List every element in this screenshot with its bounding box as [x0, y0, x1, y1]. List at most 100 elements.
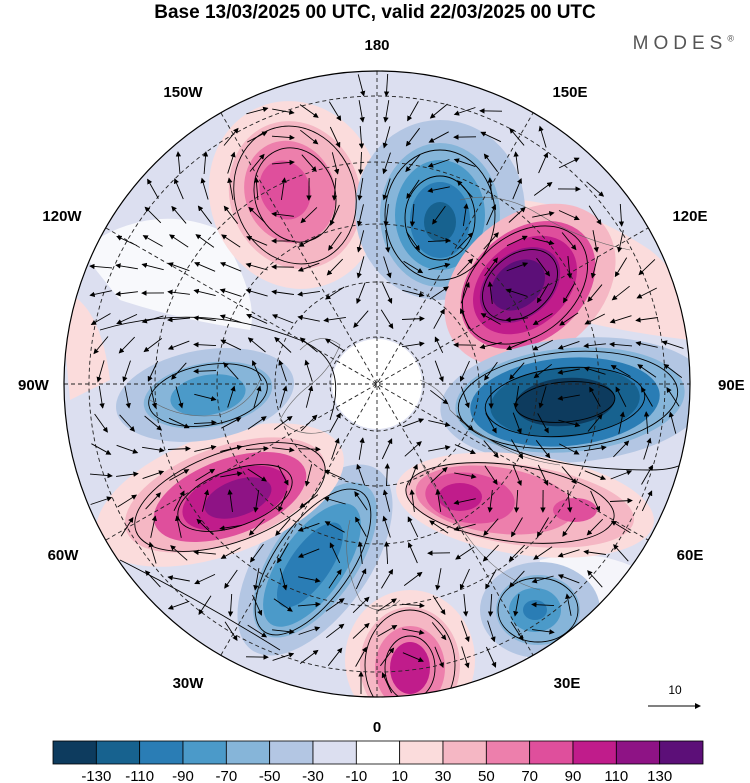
wind-vector	[506, 340, 528, 351]
wind-vector	[558, 443, 580, 455]
wind-vector	[248, 518, 265, 536]
wind-vector	[142, 235, 163, 247]
wind-vector	[453, 158, 476, 168]
wind-vector	[219, 262, 242, 272]
wind-vector	[273, 598, 293, 612]
anomaly-negative-1	[355, 120, 525, 300]
wind-vector	[557, 340, 580, 350]
wind-vector	[557, 394, 580, 401]
colorbar-box	[572, 740, 617, 765]
height-contours	[99, 125, 690, 697]
wind-vector	[462, 203, 469, 226]
wind-vector	[643, 437, 652, 460]
colorbar-tick-label: 90	[565, 768, 582, 783]
polar-cap	[332, 339, 422, 429]
wind-vector	[90, 496, 113, 505]
wind-vector	[167, 262, 190, 272]
colorbar-tick-label: -90	[172, 768, 194, 783]
lon-label-150w: 150W	[163, 84, 203, 101]
wind-vector	[147, 178, 159, 199]
wind-vector	[148, 541, 157, 564]
wind-vector	[219, 314, 242, 323]
wind-vector	[668, 411, 677, 434]
wind-vector	[353, 310, 369, 328]
wind-vector	[300, 207, 318, 224]
anomaly-negative-5	[116, 348, 294, 442]
wind-vector	[508, 544, 526, 562]
wind-vector	[277, 464, 289, 486]
wind-vector	[435, 568, 442, 591]
wind-vector	[380, 309, 394, 330]
wind-vector	[513, 489, 520, 513]
wind-vector	[511, 517, 523, 538]
wind-vector	[245, 445, 269, 452]
wind-vector	[511, 439, 524, 460]
wind-vector	[227, 489, 233, 512]
wind-vector	[224, 569, 238, 589]
wind-vector	[193, 368, 217, 374]
colorbar-box	[182, 740, 227, 765]
wind-vector	[512, 177, 522, 200]
wind-vector	[533, 546, 553, 560]
wind-vector	[480, 313, 501, 325]
wind-vector	[278, 490, 288, 513]
wind-vector	[300, 414, 318, 432]
wind-vector	[538, 152, 549, 174]
colorbar-tick-label: -10	[345, 768, 367, 783]
wind-vector	[116, 444, 139, 454]
wind-vector	[117, 494, 138, 508]
wind-vector	[304, 464, 313, 487]
wind-vector	[610, 520, 631, 534]
wind-vector	[356, 204, 364, 227]
wind-vector	[537, 413, 549, 434]
wind-vector	[122, 360, 131, 383]
wind-vector	[538, 125, 547, 148]
wind-vector	[429, 520, 449, 534]
map-boundary	[63, 70, 691, 698]
wind-vector	[194, 393, 217, 402]
wind-vector	[483, 518, 499, 536]
wind-vector	[402, 289, 425, 298]
wind-vector	[220, 547, 241, 559]
wind-vector	[430, 389, 449, 405]
brand-logo: MODES®	[633, 33, 734, 55]
wind-vector	[253, 568, 260, 591]
wind-vector	[116, 235, 138, 247]
wind-vector	[198, 595, 212, 615]
wind-vector	[298, 626, 321, 635]
wind-vector	[586, 181, 605, 197]
wind-vector	[175, 386, 184, 409]
wind-vector	[253, 177, 260, 201]
wind-vector	[402, 628, 425, 635]
colorbar-box	[355, 740, 401, 765]
wind-vector	[383, 541, 390, 565]
wind-vector	[565, 593, 572, 616]
anomaly-positive-5	[96, 423, 344, 567]
wind-vector	[558, 210, 580, 221]
wind-vector	[171, 205, 187, 224]
wind-vector	[460, 386, 470, 409]
wind-vector	[227, 151, 236, 174]
wind-vector	[638, 259, 656, 276]
wind-vector	[227, 385, 236, 408]
wind-vector	[616, 230, 624, 253]
wind-vector	[483, 153, 498, 173]
brand-text: MODES	[632, 33, 728, 54]
wind-vector	[459, 308, 470, 330]
wind-vector	[120, 516, 134, 537]
wind-vector	[325, 598, 345, 612]
longitude-labels: 180 0 90W 90E 150W 120W 150E 120E 60W 30…	[18, 37, 745, 736]
wind-vector	[563, 283, 575, 304]
wind-vector	[297, 548, 320, 558]
wind-vector	[509, 127, 525, 146]
wind-vector	[358, 125, 365, 149]
wind-vector	[558, 419, 581, 428]
wind-vector	[641, 386, 653, 407]
wind-vector	[272, 447, 295, 453]
wind-vector	[487, 593, 494, 617]
wind-vector	[194, 444, 217, 452]
wind-vector	[246, 235, 268, 246]
wind-vector	[147, 360, 159, 382]
wind-vector	[144, 570, 161, 588]
wind-vector	[167, 340, 190, 350]
